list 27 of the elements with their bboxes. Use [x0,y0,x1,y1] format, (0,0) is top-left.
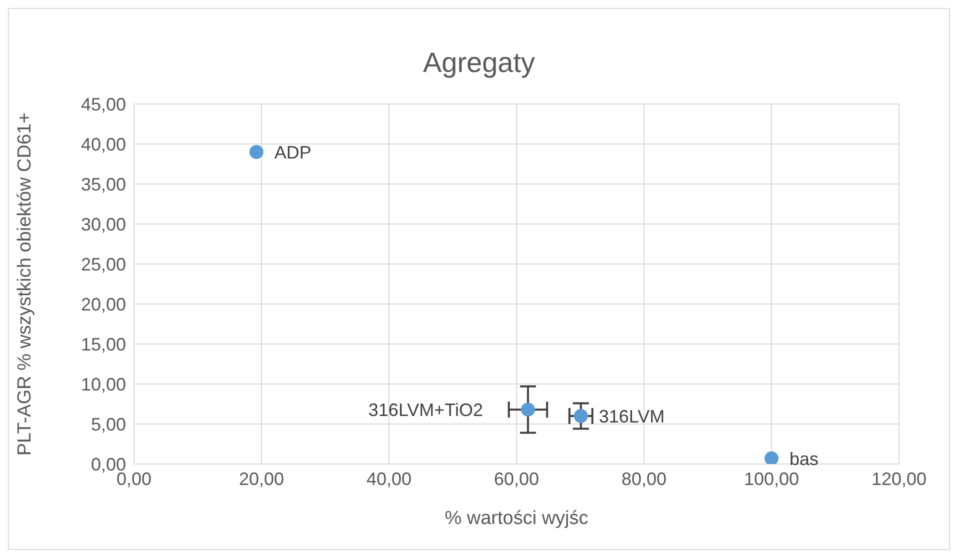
x-tick-label: 40,00 [366,468,412,489]
point [520,402,535,417]
y-tick-label: 10,00 [80,374,126,394]
annotation: ADP [274,142,312,162]
y-tick-label: 35,00 [80,174,126,194]
x-tick-label: 20,00 [238,468,284,489]
x-tick-label: 100,00 [744,468,800,489]
x-axis-title: % wartości wyjśc [444,508,588,529]
y-tick-label: 45,00 [80,94,126,114]
point [764,451,778,464]
y-tick-label: 20,00 [80,294,126,314]
x-tick-label: 120,00 [871,468,927,489]
y-tick-label: 5,00 [90,414,126,434]
x-tick-label: 80,00 [621,468,667,489]
point [574,409,588,423]
annotation: bas [790,448,819,469]
y-axis-title: PLT-AGR % wszystkich obiektów CD61+ [14,112,36,456]
x-tick-label: 60,00 [494,468,540,489]
y-tick-label: 30,00 [80,214,126,234]
chart-title: Agregaty [422,47,536,79]
annotation: 316LVM+TiO2 [368,400,483,420]
y-tick-label: 40,00 [80,134,126,154]
y-tick-label: 25,00 [80,254,126,274]
point [249,145,264,159]
y-tick-label: 0,00 [90,454,126,474]
y-tick-label: 15,00 [80,334,126,354]
annotation: 316LVM [598,406,665,426]
